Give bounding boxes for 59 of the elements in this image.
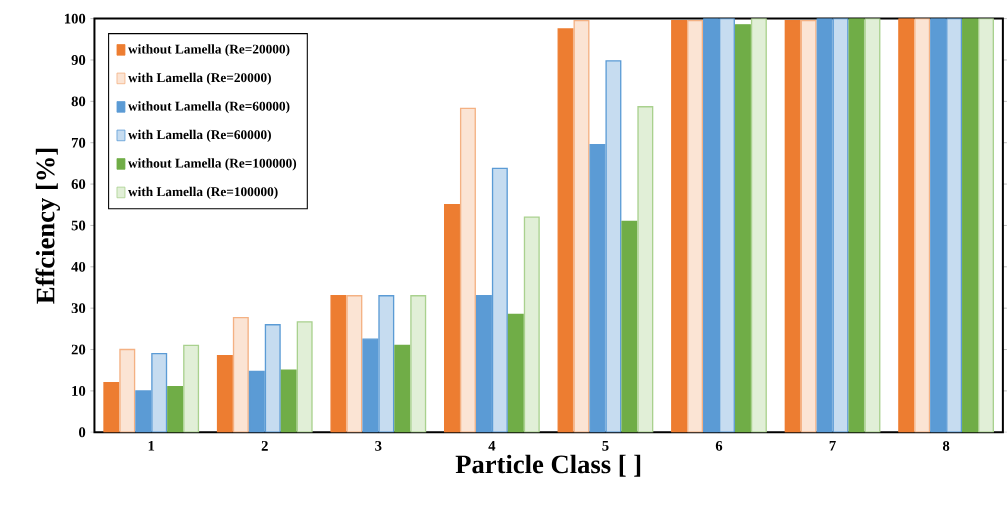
- y-tick-label: 100: [64, 13, 86, 24]
- bar: [962, 18, 979, 433]
- x-tick-label: 7: [829, 440, 836, 451]
- bar: [637, 105, 654, 433]
- bar: [119, 348, 136, 433]
- bar: [410, 294, 427, 433]
- bar: [507, 313, 524, 433]
- bar: [103, 381, 120, 433]
- bar: [784, 19, 801, 433]
- x-tick-label: 4: [488, 440, 496, 451]
- y-tick-label: 80: [71, 96, 86, 107]
- bar: [523, 216, 540, 433]
- bar: [557, 28, 574, 433]
- bar: [978, 18, 994, 433]
- y-tick-label: 70: [71, 137, 86, 148]
- legend-label: without Lamella (Re=60000): [128, 101, 290, 114]
- bar: [671, 19, 688, 433]
- bar: [750, 18, 767, 433]
- y-tick-label: 20: [71, 344, 86, 355]
- x-axis-title: Particle Class [ ]: [455, 454, 641, 477]
- y-tick-label: 30: [71, 303, 86, 313]
- x-tick-label: 3: [375, 440, 382, 451]
- bar: [734, 23, 751, 433]
- legend-label: without Lamella (Re=20000): [128, 44, 290, 57]
- bar: [346, 294, 363, 433]
- legend-label: without Lamella (Re=100000): [128, 158, 297, 171]
- x-tick-label: 6: [715, 440, 723, 451]
- bar: [800, 19, 817, 433]
- bar: [167, 385, 184, 433]
- bar: [687, 19, 704, 433]
- y-tick-label: 40: [71, 261, 86, 272]
- y-tick-label: 0: [79, 427, 86, 438]
- y-tick-label: 60: [71, 178, 86, 189]
- y-tick-label: 50: [71, 220, 86, 231]
- bar: [848, 18, 865, 433]
- bar: [232, 316, 249, 433]
- bar: [621, 220, 638, 433]
- legend-label: with Lamella (Re=60000): [128, 129, 271, 142]
- x-tick-label: 8: [942, 440, 950, 451]
- bar: [280, 369, 297, 433]
- x-tick-label: 5: [602, 440, 609, 451]
- bar: [296, 320, 313, 433]
- bar: [216, 354, 233, 433]
- bar: [183, 344, 200, 433]
- bar: [444, 203, 460, 433]
- bar: [330, 294, 347, 433]
- legend-label: with Lamella (Re=100000): [128, 186, 278, 199]
- bar: [864, 18, 881, 433]
- x-tick-label: 1: [148, 440, 155, 451]
- y-tick-label: 90: [71, 54, 86, 65]
- bar: [394, 344, 411, 433]
- bar: [459, 107, 476, 433]
- bar: [898, 18, 915, 433]
- y-tick-label: 10: [72, 385, 86, 396]
- bar: [914, 18, 931, 433]
- x-tick-label: 2: [261, 440, 268, 451]
- bar: [573, 19, 590, 433]
- y-axis-title: Effciency [%]: [35, 148, 60, 304]
- legend-label: with Lamella (Re=20000): [128, 72, 271, 85]
